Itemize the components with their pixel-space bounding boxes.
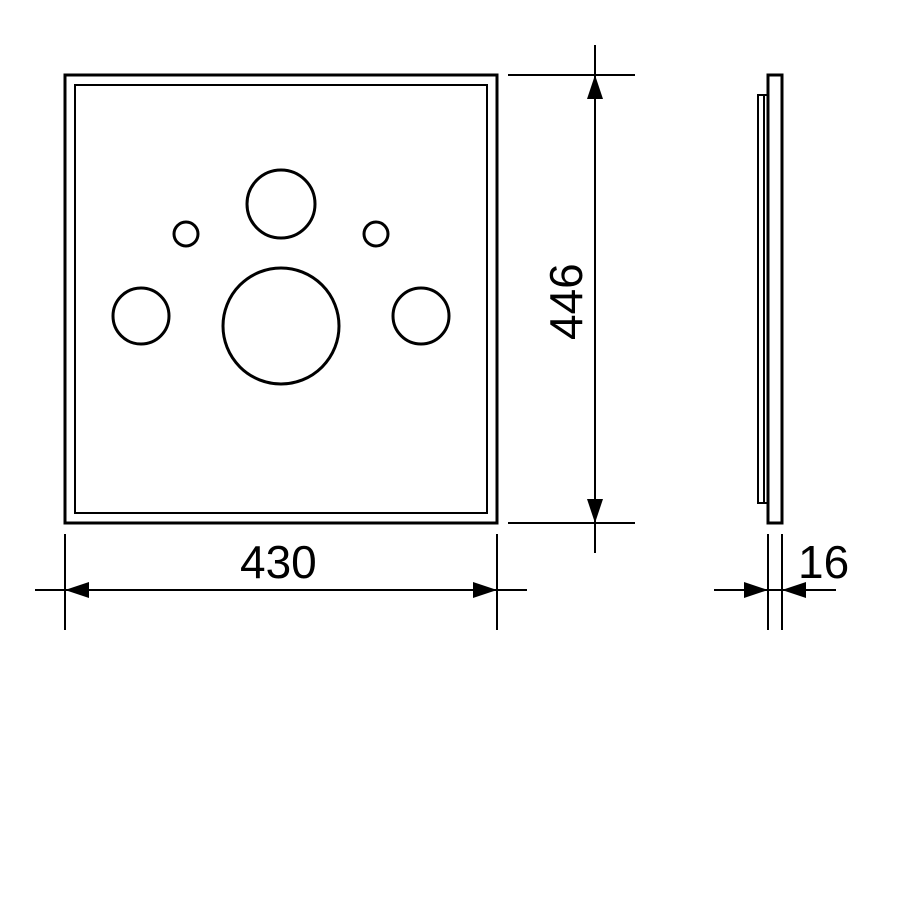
- dim-width-label: 430: [240, 536, 317, 588]
- dim-thickness-label: 16: [798, 536, 849, 588]
- side-view: [758, 75, 782, 523]
- dim-height-label: 446: [540, 263, 592, 340]
- front-view: [65, 75, 497, 523]
- technical-drawing: 430 446 16: [0, 0, 900, 900]
